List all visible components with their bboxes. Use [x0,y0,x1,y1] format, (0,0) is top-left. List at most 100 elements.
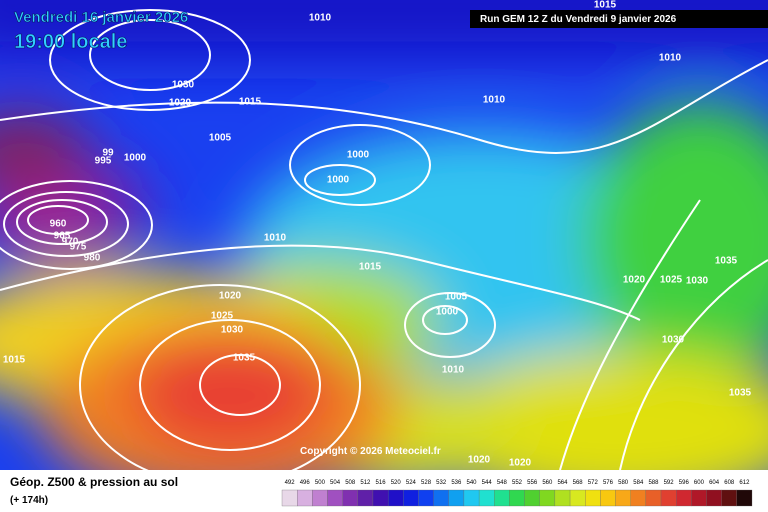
isobar-label: 1015 [594,0,617,11]
isobar-label: 1000 [436,307,459,318]
scale-label: 568 [573,480,584,486]
scale-label: 580 [618,480,629,486]
scale-swatch [706,489,722,507]
scale-swatch [645,489,662,507]
lead-label: (+ 174h) [10,495,48,506]
time-label: 19:00 locale [14,31,127,53]
scale-swatch [630,489,647,507]
isobar-label: 1015 [359,262,382,273]
scale-label: 608 [724,480,735,486]
date-label: Vendredi 16 janvier 2026 [14,9,188,26]
scale-swatch [433,489,449,507]
scale-swatch [736,489,753,507]
scale-label: 564 [557,480,568,486]
scale-swatch [478,489,495,507]
scale-swatch [509,489,525,507]
scale-swatch [494,489,510,507]
scale-label: 512 [360,480,371,486]
scale-swatch [615,489,631,507]
isobar-label: 1020 [169,98,192,109]
isobars [0,9,768,470]
isobar-label: 1010 [442,365,465,376]
scale-label: 544 [482,480,493,486]
isobar-label: 965 [54,231,71,242]
scale-label: 592 [664,480,675,486]
scale-label: 556 [527,480,538,486]
scale-swatch [418,489,434,507]
scale-label: 572 [588,480,599,486]
scale-label: 596 [679,480,690,486]
scale-swatch [463,489,480,507]
isobar-label: 1025 [211,311,234,322]
scale-swatch [524,489,540,507]
isobar-label: 1030 [221,325,244,336]
scale-swatch [327,489,343,507]
scale-swatch [676,489,692,507]
isobar-label: 970 [62,237,79,248]
scale-swatch [554,489,571,507]
scale-label: 540 [467,480,478,486]
scale-swatch [721,489,737,507]
scale-label: 508 [345,480,356,486]
isobar-label: 1015 [239,97,262,108]
copyright: Copyright © 2026 Meteociel.fr [300,446,441,457]
scale-swatch [357,489,374,507]
scale-label: 584 [633,480,644,486]
isobar-label: 1005 [209,133,232,144]
product-label: Géop. Z500 & pression au sol [10,475,178,489]
scale-label: 552 [512,480,523,486]
isobar-label: 1035 [233,353,256,364]
isobar-label: 1035 [729,388,752,399]
scale-label: 496 [300,480,311,486]
scale-swatch [691,489,707,507]
scale-label: 504 [330,480,341,486]
scale-swatch [372,489,389,507]
isobar-label: 1000 [327,175,350,186]
isobar-label: 1030 [172,80,195,91]
scale-label: 492 [285,480,296,486]
scale-label: 520 [391,480,402,486]
scale-label: 528 [421,480,432,486]
scale-label: 600 [694,480,705,486]
scale-swatch [539,489,556,507]
isobar-label: 1020 [509,458,532,469]
isobar-label: 1020 [468,455,491,466]
scale-swatch [660,489,677,507]
isobar-label: 1010 [264,233,287,244]
isobar-label: 995 [95,156,112,167]
isobar-label: 980 [84,253,101,264]
scale-swatch [387,489,404,507]
isobar-label: 1010 [309,13,332,24]
scale-label: 576 [603,480,614,486]
isobar-label: 1035 [715,256,738,267]
scale-label: 612 [739,480,750,486]
scale-label: 524 [406,480,417,486]
scale-swatch [281,489,298,507]
isobar-label: 1000 [124,153,147,164]
isobar-label: 1030 [662,335,685,346]
isobar-label: 99 [102,148,114,159]
scale-swatch [342,489,358,507]
isobar-label: 1000 [347,150,370,161]
isobar-label: 1020 [623,275,646,286]
scale-swatch [600,489,616,507]
scale-label: 548 [497,480,508,486]
scale-label: 516 [376,480,387,486]
scale-swatch [569,489,586,507]
scale-swatch [403,489,419,507]
isobar-label: 1020 [219,291,242,302]
run-label: Run GEM 12 Z du Vendredi 9 janvier 2026 [480,14,677,25]
isobar-label: 960 [50,219,67,230]
run-box [470,10,768,28]
scale-label: 604 [709,480,720,486]
isobar-label: 1010 [483,95,506,106]
scale-label: 536 [451,480,462,486]
scale-swatch [312,489,328,507]
scale-label: 560 [542,480,553,486]
isobar-label: 1025 [660,275,683,286]
isobar-label: 975 [70,242,87,253]
scale-label: 532 [436,480,447,486]
scale-label: 588 [648,480,659,486]
